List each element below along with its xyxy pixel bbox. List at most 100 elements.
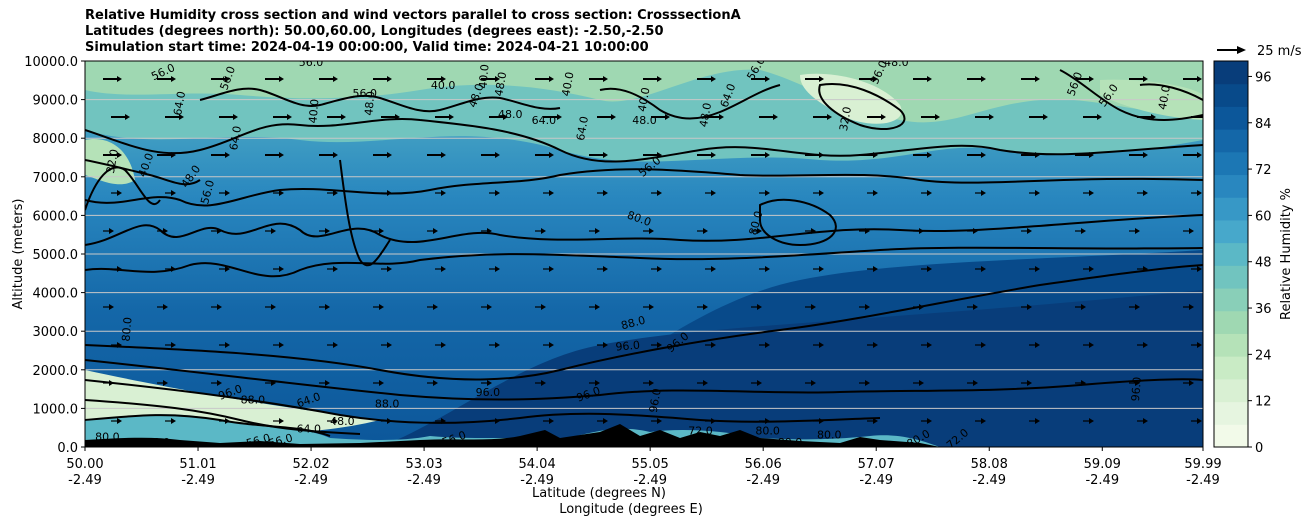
wind-vector-head — [549, 190, 554, 196]
wind-vector-head — [981, 418, 986, 424]
x-tick-label-lon: -2.49 — [1186, 473, 1220, 488]
wind-vector-head — [179, 114, 184, 120]
wind-vector-head — [495, 76, 500, 82]
wind-vector-head — [1027, 228, 1032, 234]
x-tick-label-lat: 59.99 — [1184, 457, 1221, 472]
colorbar-tick-label: 48 — [1255, 256, 1272, 271]
wind-vector-head — [109, 304, 114, 310]
wind-vector-head — [595, 304, 600, 310]
wind-vector-head — [657, 266, 662, 272]
wind-vector-head — [711, 76, 716, 82]
colorbar-swatch — [1214, 265, 1248, 289]
wind-vector-head — [333, 76, 338, 82]
wind-vector-head — [1035, 266, 1040, 272]
wind-vector-head — [1205, 114, 1210, 120]
colorbar-swatch — [1214, 242, 1248, 266]
contour-label: 88.0 — [620, 314, 647, 333]
contour-label: 32.0 — [104, 148, 121, 174]
wind-vector-head — [225, 418, 230, 424]
wind-vector-head — [163, 380, 168, 386]
wind-vector-head — [495, 266, 500, 272]
wind-vector-head — [649, 228, 654, 234]
wind-vector-head — [125, 114, 130, 120]
colorbar-swatch — [1214, 219, 1248, 244]
wind-vector-head — [1089, 418, 1094, 424]
wind-vector-head — [1143, 190, 1148, 196]
contour-label: 40.0 — [636, 86, 653, 112]
wind-vector-head — [819, 190, 824, 196]
y-tick-label: 9000.0 — [33, 94, 79, 109]
wind-vector-head — [1089, 152, 1094, 158]
contour-label: 64.0 — [171, 90, 188, 116]
wind-vector-head — [117, 266, 122, 272]
wind-vector-head — [379, 304, 384, 310]
wind-vector-head — [225, 342, 230, 348]
contour-label: 48.0 — [498, 108, 523, 121]
wind-vector-head — [873, 266, 878, 272]
wind-vector-head — [819, 152, 824, 158]
wind-vector-head — [279, 152, 284, 158]
colorbar-tick-label: 60 — [1255, 209, 1272, 224]
contour-label: 72.0 — [688, 425, 713, 438]
wind-vector-head — [1097, 114, 1102, 120]
wind-vector-head — [765, 152, 770, 158]
wind-vector-head — [1035, 418, 1040, 424]
wind-vector-head — [919, 228, 924, 234]
y-tick-label: 3000.0 — [33, 325, 79, 340]
wind-vector-head — [1197, 418, 1202, 424]
wind-vector-head — [603, 342, 608, 348]
colorbar-swatch — [1214, 310, 1248, 334]
colorbar-swatch — [1214, 197, 1248, 221]
wind-vector-head — [171, 152, 176, 158]
contour-label: 80.0 — [747, 209, 766, 236]
x-tick-label-lon: -2.49 — [746, 473, 780, 488]
wind-vector-head — [333, 190, 338, 196]
contour-label: 48.0 — [697, 102, 714, 128]
wind-vector-head — [233, 114, 238, 120]
wind-vector-head — [279, 418, 284, 424]
contour-label: 40.0 — [306, 98, 321, 124]
wind-vector-head — [217, 304, 222, 310]
wind-vector-head — [711, 418, 716, 424]
wind-vector-head — [541, 228, 546, 234]
wind-key-label: 25 m/s — [1257, 44, 1302, 59]
wind-key: 25 m/s — [1217, 44, 1302, 59]
wind-vector-head — [225, 152, 230, 158]
wind-vector-head — [819, 342, 824, 348]
colorbar-swatch — [1214, 129, 1248, 153]
wind-vector-head — [271, 304, 276, 310]
contour-label: 96.0 — [476, 386, 501, 399]
wind-vector-head — [279, 76, 284, 82]
wind-vector-head — [611, 114, 616, 120]
wind-vector-head — [387, 190, 392, 196]
colorbar-frame — [1213, 60, 1249, 448]
wind-vector-head — [325, 304, 330, 310]
contour-label: 56.0 — [198, 179, 217, 206]
wind-vector-head — [657, 190, 662, 196]
wind-vector-head — [109, 380, 114, 386]
colorbar-swatch — [1214, 424, 1248, 448]
wind-vector-head — [757, 304, 762, 310]
wind-vector-head — [117, 190, 122, 196]
wind-vector-head — [171, 342, 176, 348]
y-axis-label: Altitude (meters) — [11, 199, 26, 310]
wind-vector-head — [1089, 76, 1094, 82]
wind-vector-head — [873, 190, 878, 196]
wind-vector-head — [1189, 304, 1194, 310]
wind-vector-head — [973, 304, 978, 310]
contour-label: 88.0 — [375, 398, 400, 411]
wind-vector-head — [549, 266, 554, 272]
contour-label: 96.0 — [1129, 376, 1144, 402]
colorbar-swatch — [1214, 174, 1248, 198]
contour-label: 96.0 — [615, 339, 641, 354]
wind-vector-head — [1197, 76, 1202, 82]
wind-vector-head — [703, 304, 708, 310]
y-axis: 0.0 1000.0 2000.0 3000.0 4000.0 5000.0 6000.0 7… — [24, 55, 85, 456]
x-tick-label-lon: -2.49 — [68, 473, 102, 488]
wind-vector-head — [333, 342, 338, 348]
wind-vector-head — [1035, 342, 1040, 348]
wind-vector-head — [927, 418, 932, 424]
wind-vector-head — [865, 380, 870, 386]
x-tick-label-lat: 55.05 — [632, 457, 669, 472]
